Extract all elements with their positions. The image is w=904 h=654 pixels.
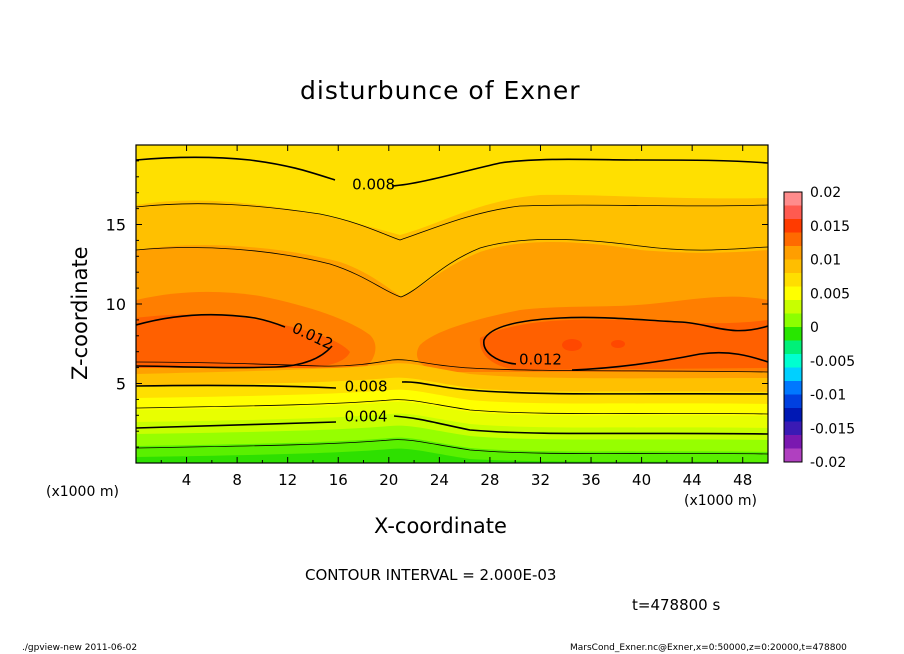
colorbar-label: -0.02 [810,455,846,471]
contour-line-0.012-east-upper [483,316,768,365]
colorbar-label: -0.005 [810,354,855,370]
colorbar-swatch [784,421,802,436]
colorbar-swatch [784,232,802,247]
colorbar-label: 0.01 [810,253,841,269]
x-tick-label: 4 [182,471,192,489]
filled-contour-field [136,145,768,463]
colorbar: 0.02 0.015 0.01 0.005 0 -0.005 -0.01 -0.015 -0.0… [783,185,855,471]
colorbar-swatch [784,394,802,409]
colorbar-swatch [784,313,802,328]
x-unit-label-right: (x1000 m) [684,493,757,509]
x-tick-label: 16 [329,471,348,489]
contour-line-0.011 [136,239,768,298]
colorbar-swatch [784,259,802,274]
chart-title: disturbunce of Exner [300,76,581,105]
colorbar-swatch [784,327,802,341]
contour-line-0.012-east-lower [571,351,768,371]
colorbar-swatch [784,205,802,220]
x-unit-label-left: (x1000 m) [46,484,119,500]
contour-label: 0.008 [345,377,388,395]
x-axis-label: X-coordinate [374,514,507,538]
x-tick-label: 36 [581,471,600,489]
colorbar-swatch [784,381,802,395]
core-east-max2 [611,340,625,348]
colorbar-swatch [784,286,802,301]
contour-line-0.008-lower [136,381,768,395]
colorbar-label: -0.015 [810,421,855,437]
contour-line-0.008-top [136,156,768,187]
y-axis-label: Z-coordinate [68,246,92,380]
colorbar-swatch [784,408,802,422]
contour-label: 0.004 [345,408,388,426]
contour-lines [136,156,768,455]
colorbar-label: 0 [810,320,819,336]
colorbar-label: 0.005 [810,286,850,302]
core-west [136,314,350,368]
footer-program: ./gpview-new 2011-06-02 [22,643,138,653]
colorbar-label: -0.01 [810,388,846,404]
x-tick-label: 24 [430,471,449,489]
contour-line-0.004 [136,415,768,435]
colorbar-frame [783,191,803,463]
x-tick-label: 44 [683,471,702,489]
contour-line-0.010-upper [136,203,768,241]
time-stamp: t=478800 s [632,596,721,614]
contour-label: 0.008 [352,176,395,194]
contour-line-0.006 [136,399,768,415]
colorbar-label: 0.015 [810,219,850,235]
colorbar-swatch [784,273,802,287]
contour-line-0.002 [136,439,768,455]
y-tick-label: 10 [106,295,126,314]
x-tick-label: 8 [232,471,242,489]
contour-interval-text: CONTOUR INTERVAL = 2.000E-03 [305,566,557,584]
colorbar-swatch [784,448,802,463]
y-tick-label: 15 [106,216,126,235]
x-tick-label: 28 [480,471,499,489]
colorbar-label: 0.02 [810,185,841,201]
colorbar-swatch [784,300,802,314]
contour-label: 0.012 [519,350,562,368]
colorbar-swatch [784,435,802,449]
colorbar-swatch [784,219,802,233]
colorbar-swatch [784,367,802,382]
x-tick-label: 20 [379,471,398,489]
y-tick-label: 5 [116,375,126,394]
contour-line-0.012-west [136,313,333,369]
band-0.002-0.003 [136,448,768,463]
x-tick-label: 40 [632,471,651,489]
colorbar-swatch [784,192,802,206]
core-east-max [562,339,582,351]
colorbar-swatch [784,354,802,368]
colorbar-swatch [784,246,802,260]
colorbar-swatch [784,340,802,355]
x-tick-label: 48 [733,471,752,489]
footer-source: MarsCond_Exner.nc@Exner,x=0:50000,z=0:20… [570,643,847,653]
x-tick-label: 32 [531,471,550,489]
contour-line-0.011-lower [136,359,768,373]
x-tick-label: 12 [278,471,297,489]
